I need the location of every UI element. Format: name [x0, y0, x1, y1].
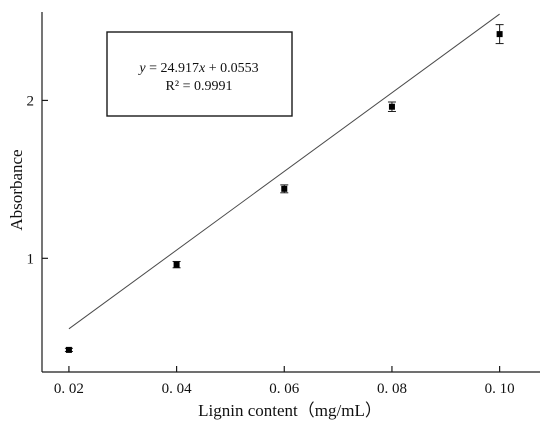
- x-axis-ticks: 0. 02 0. 04 0. 06 0. 08 0. 10: [54, 366, 515, 397]
- x-tick-label: 0. 02: [54, 381, 84, 397]
- x-tick-label: 0. 08: [377, 381, 407, 397]
- equation-box-frame: [106, 31, 293, 117]
- data-point: [281, 185, 288, 192]
- y-tick-label: 2: [27, 93, 35, 109]
- equation-text: y = 24.917x + 0.0553: [137, 61, 258, 76]
- data-point: [496, 31, 503, 38]
- data-point: [173, 261, 180, 268]
- regression-line: [68, 13, 500, 330]
- x-tick-label: 0. 06: [269, 381, 300, 397]
- x-tick-label: 0. 04: [162, 381, 193, 397]
- data-point: [65, 346, 72, 353]
- y-axis-ticks: 12: [27, 93, 48, 267]
- equation-x-var: x: [198, 61, 206, 76]
- x-axis-label: Lignin content（mg/mL）: [198, 401, 382, 420]
- y-axis-label: Absorbance: [7, 149, 26, 230]
- y-tick-label: 1: [27, 251, 35, 267]
- equation-box: y = 24.917x + 0.0553 R² = 0.9991: [106, 31, 293, 117]
- data-point: [388, 103, 395, 110]
- x-tick-label: 0. 10: [485, 381, 515, 397]
- data-points: [64, 24, 504, 353]
- equation-middle: = 24.917: [146, 61, 199, 76]
- equation-rest: + 0.0553: [205, 61, 258, 76]
- r-squared-text: R² = 0.9991: [166, 79, 233, 94]
- equation-y-var: y: [137, 61, 146, 76]
